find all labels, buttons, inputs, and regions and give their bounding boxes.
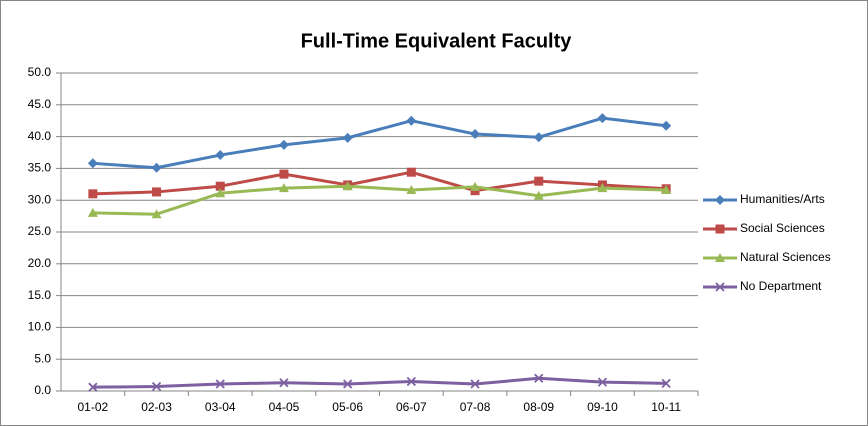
x-tick-label: 07-08: [460, 400, 491, 414]
data-point: [215, 181, 225, 191]
y-tick-label: 40.0: [28, 129, 52, 143]
data-point: [342, 132, 353, 143]
x-tick-label: 06-07: [396, 400, 427, 414]
x-tick-label: 01-02: [77, 400, 108, 414]
data-point: [597, 377, 608, 387]
data-point: [151, 381, 162, 392]
y-tick-label: 5.0: [34, 351, 51, 365]
legend-marker: [715, 224, 725, 234]
data-point: [597, 183, 608, 193]
y-tick-label: 35.0: [28, 161, 52, 175]
y-tick-label: 10.0: [28, 320, 52, 334]
x-tick-label: 03-04: [205, 400, 236, 414]
data-point: [661, 185, 672, 195]
x-tick-label: 09-10: [587, 400, 618, 414]
y-tick-label: 50.0: [28, 65, 52, 79]
data-point: [215, 150, 226, 161]
data-point: [406, 115, 417, 126]
data-point: [470, 379, 480, 389]
x-tick-label: 02-03: [141, 400, 172, 414]
y-tick-label: 15.0: [28, 288, 52, 302]
legend-marker: [715, 253, 725, 262]
legend-label: Humanities/Arts: [740, 192, 825, 206]
data-point: [87, 207, 98, 217]
data-point: [151, 162, 162, 173]
data-point: [661, 378, 671, 389]
data-point: [406, 185, 417, 195]
series-line: [92, 184, 667, 216]
data-point: [215, 379, 225, 389]
data-point: [597, 113, 608, 124]
data-point: [406, 376, 416, 387]
x-tick-label: 08-09: [523, 400, 554, 414]
series-line: [92, 376, 667, 389]
data-point: [343, 379, 353, 389]
data-point: [151, 209, 162, 219]
data-point: [279, 169, 289, 179]
data-point: [533, 190, 544, 200]
x-tick-label: 10-11: [651, 400, 681, 414]
data-point: [342, 181, 353, 191]
y-tick-label: 0.0: [34, 383, 51, 397]
legend-label: Social Sciences: [740, 221, 825, 235]
x-tick-label: 05-06: [332, 400, 363, 414]
y-tick-label: 30.0: [28, 192, 52, 206]
data-point: [278, 139, 289, 150]
data-point: [88, 189, 98, 199]
x-tick-label: 04-05: [269, 400, 300, 414]
data-point: [88, 382, 98, 392]
y-tick-label: 45.0: [28, 97, 52, 111]
data-point: [406, 167, 416, 177]
chart-title: Full-Time Equivalent Faculty: [301, 30, 573, 52]
legend-marker: [715, 282, 725, 292]
data-point: [215, 188, 226, 198]
data-point: [534, 373, 544, 383]
y-tick-label: 20.0: [28, 256, 52, 270]
series-line: [92, 116, 667, 170]
legend-label: Natural Sciences: [740, 250, 831, 264]
series-line: [92, 170, 667, 196]
y-tick-label: 25.0: [28, 224, 52, 238]
data-point: [279, 378, 289, 388]
data-point: [152, 187, 162, 197]
data-point: [470, 181, 481, 191]
data-point: [534, 176, 544, 186]
data-point: [661, 120, 672, 131]
data-point: [470, 129, 481, 140]
data-point: [533, 132, 544, 143]
data-point: [87, 158, 98, 169]
data-point: [278, 183, 289, 193]
legend-label: No Department: [740, 279, 822, 293]
legend-marker: [715, 195, 725, 205]
